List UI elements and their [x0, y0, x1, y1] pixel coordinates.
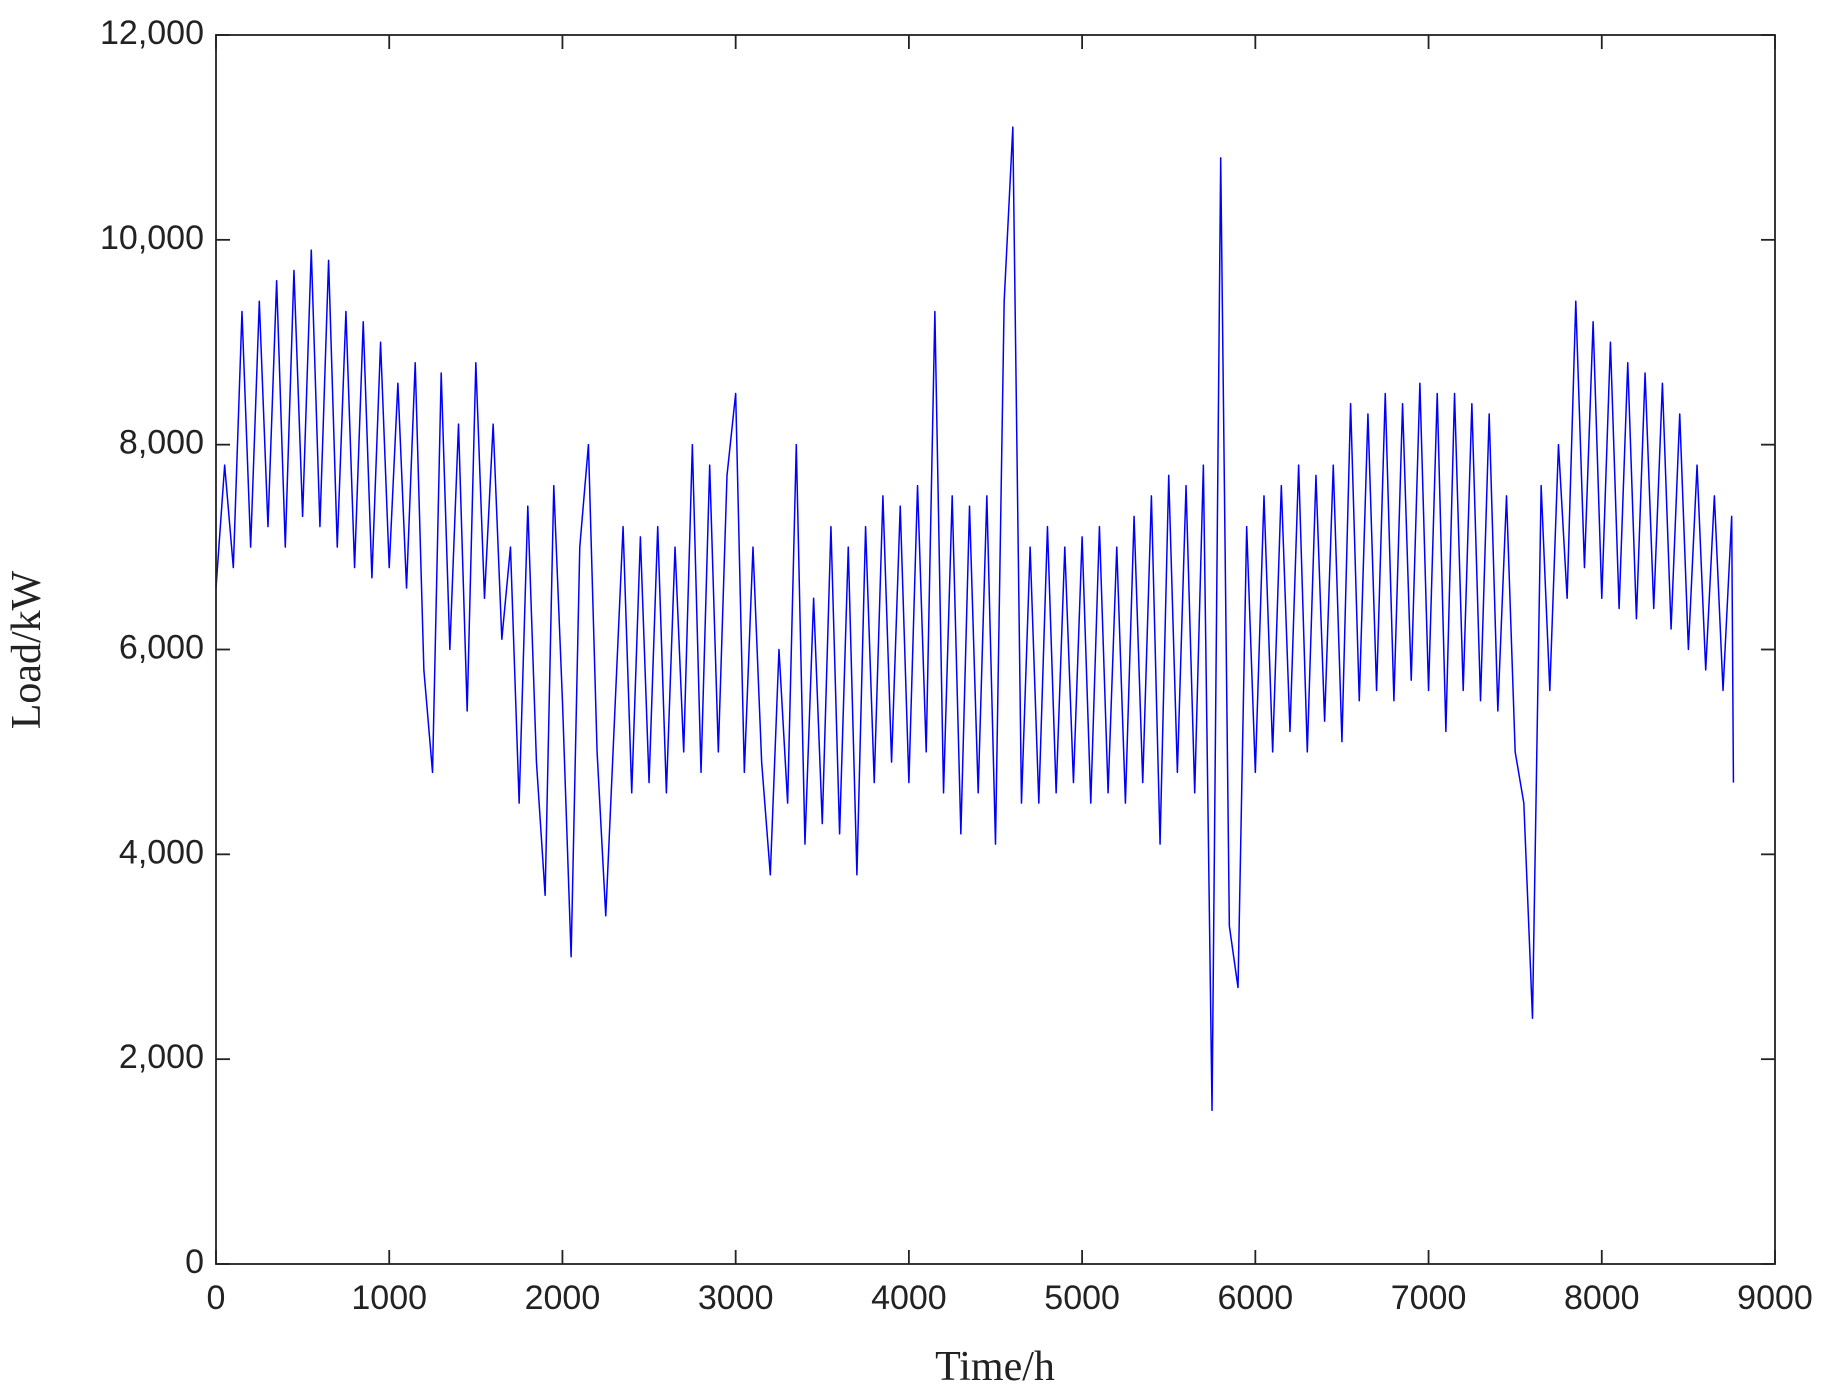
y-tick-label: 10,000	[100, 219, 204, 257]
x-tick-label: 6000	[1218, 1279, 1294, 1317]
x-tick-label: 8000	[1564, 1279, 1640, 1317]
data-line	[215, 126, 1735, 1112]
x-tick-label: 7000	[1391, 1279, 1467, 1317]
x-tick-label: 2000	[525, 1279, 601, 1317]
y-tick-label: 6,000	[119, 628, 204, 666]
x-tick-label: 3000	[698, 1279, 774, 1317]
y-tick-label: 2,000	[119, 1038, 204, 1076]
y-tick-label: 0	[185, 1243, 204, 1281]
x-axis-label: Time/h	[935, 1344, 1055, 1390]
y-tick-label: 4,000	[119, 833, 204, 871]
x-tick-label: 9000	[1737, 1279, 1813, 1317]
x-tick-label: 5000	[1044, 1279, 1120, 1317]
y-tick-label: 12,000	[100, 14, 204, 52]
x-tick-label: 0	[207, 1279, 226, 1317]
y-axis-label: Load/kW	[4, 570, 50, 729]
y-tick-label: 8,000	[119, 424, 204, 462]
x-tick-label: 1000	[351, 1279, 427, 1317]
x-tick-label: 4000	[871, 1279, 947, 1317]
